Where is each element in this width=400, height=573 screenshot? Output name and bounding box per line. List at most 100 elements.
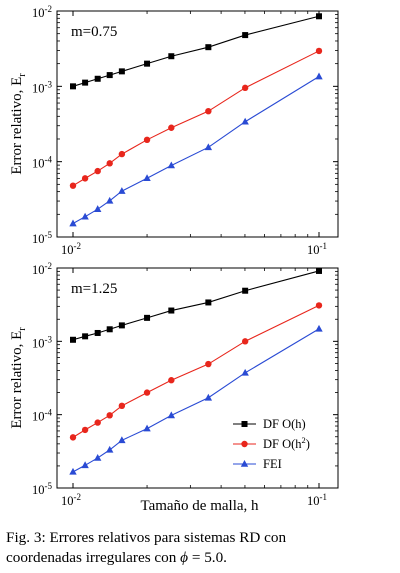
data-point-circle xyxy=(241,84,249,92)
x-tick-label: 10-1 xyxy=(307,492,327,508)
legend-item-triangle: FEI xyxy=(233,457,282,471)
legend-label: FEI xyxy=(263,457,282,471)
y-axis-label: Error relativo, Er xyxy=(9,327,28,429)
data-point-circle xyxy=(81,426,89,434)
data-point-triangle xyxy=(241,368,249,376)
data-point-triangle xyxy=(106,196,114,204)
caption-phi: ϕ xyxy=(180,549,189,566)
y-tick-label: 10-4 xyxy=(32,408,52,424)
caption-line-1: Fig. 3: Errores relativos para sistemas … xyxy=(6,529,287,546)
data-point-circle xyxy=(143,389,151,396)
legend-marker-circle xyxy=(241,440,248,448)
data-point-triangle xyxy=(69,467,77,475)
data-point-square xyxy=(144,314,151,321)
data-point-triangle xyxy=(315,72,323,80)
data-point-triangle xyxy=(93,453,102,461)
series-line xyxy=(72,76,320,224)
data-point-circle xyxy=(69,434,77,441)
series-triangle xyxy=(69,72,323,227)
y-tick-label: 10-2 xyxy=(32,4,52,20)
x-tick-label: 10-1 xyxy=(307,241,327,257)
y-tick-label: 10-5 xyxy=(32,230,52,246)
data-point-square xyxy=(242,32,249,39)
data-point-circle xyxy=(118,402,126,410)
data-point-square xyxy=(118,322,125,329)
data-point-triangle xyxy=(81,461,89,469)
data-point-square xyxy=(70,336,76,343)
legend-item-circle: DF O(h2) xyxy=(233,435,310,451)
series-line xyxy=(72,328,320,473)
data-point-circle xyxy=(205,360,212,368)
series-line xyxy=(72,270,320,341)
legend-label: DF O(h2) xyxy=(263,435,310,451)
data-point-square xyxy=(144,60,151,67)
data-point-square xyxy=(70,83,76,90)
panel-annotation: m=0.75 xyxy=(71,24,117,40)
y-axis-label: Error relativo, Er xyxy=(9,73,28,175)
y-tick-label: 10-5 xyxy=(32,481,52,497)
caption-line-2-start: coordenadas irregulares con xyxy=(6,549,181,566)
data-point-square xyxy=(106,72,113,79)
panel-annotation: m=1.25 xyxy=(71,281,117,297)
data-point-square xyxy=(316,13,322,20)
data-point-circle xyxy=(94,167,101,175)
figure: 10-5 10-4 10-3 10-2 10-2 10-1 Error relativo, … xyxy=(9,4,339,514)
legend-label: DF O(h) xyxy=(263,417,306,431)
x-axis-label: Tamaño de malla, h xyxy=(140,498,259,514)
x-tick-label: 10-2 xyxy=(61,241,81,257)
data-point-square xyxy=(242,287,249,294)
y-tick-label: 10-2 xyxy=(32,261,52,277)
data-point-triangle xyxy=(93,205,102,212)
data-point-circle xyxy=(205,107,212,115)
data-point-square xyxy=(82,333,89,340)
data-point-circle xyxy=(81,175,89,182)
data-point-circle xyxy=(168,377,175,384)
legend-marker-triangle xyxy=(240,460,249,467)
data-point-triangle xyxy=(143,174,151,182)
data-point-triangle xyxy=(69,219,77,227)
data-point-triangle xyxy=(204,393,213,401)
data-point-square xyxy=(205,299,212,306)
data-point-circle xyxy=(315,302,323,309)
legend-marker-square xyxy=(241,421,248,427)
series-triangle xyxy=(69,324,323,475)
data-point-square xyxy=(205,44,212,51)
data-point-square xyxy=(168,53,175,60)
data-point-triangle xyxy=(81,212,89,220)
data-point-square xyxy=(106,326,113,333)
data-point-circle xyxy=(168,124,175,131)
legend-item-square: DF O(h) xyxy=(233,417,306,431)
data-point-circle xyxy=(315,47,323,55)
y-tick-label: 10-3 xyxy=(32,334,52,350)
chart-panel-2: 10-5 10-4 10-3 10-2 10-2 10-1 Error relativo, … xyxy=(9,261,339,514)
series-square xyxy=(70,13,322,90)
data-point-triangle xyxy=(118,187,126,194)
data-point-square xyxy=(94,329,101,336)
series-square xyxy=(70,267,322,343)
series-line xyxy=(72,15,320,87)
caption-line-2-end: = 5.0. xyxy=(188,549,227,566)
chart-panel-1: 10-5 10-4 10-3 10-2 10-2 10-1 Error relativo, … xyxy=(9,4,339,257)
x-tick-label: 10-2 xyxy=(61,492,81,508)
data-point-circle xyxy=(69,182,77,189)
series-line xyxy=(72,304,320,438)
data-point-square xyxy=(82,79,89,86)
data-point-triangle xyxy=(241,117,249,125)
figure-caption: Fig. 3: Errores relativos para sistemas … xyxy=(6,528,396,568)
data-point-triangle xyxy=(118,436,126,444)
data-point-square xyxy=(118,68,125,75)
data-point-circle xyxy=(241,338,249,345)
data-point-triangle xyxy=(143,424,151,432)
data-point-circle xyxy=(118,150,126,158)
series-circle xyxy=(69,47,323,189)
data-point-square xyxy=(168,307,175,314)
series-circle xyxy=(69,302,323,441)
series-line xyxy=(72,50,320,187)
data-point-circle xyxy=(106,160,113,167)
data-point-triangle xyxy=(106,445,114,453)
data-point-circle xyxy=(143,136,151,144)
caption-line-2: coordenadas irregulares con ϕ = 5.0. xyxy=(6,548,396,568)
data-point-circle xyxy=(94,419,101,426)
data-point-triangle xyxy=(167,411,176,419)
legend: DF O(h) DF O(h2) FEI xyxy=(233,417,310,471)
